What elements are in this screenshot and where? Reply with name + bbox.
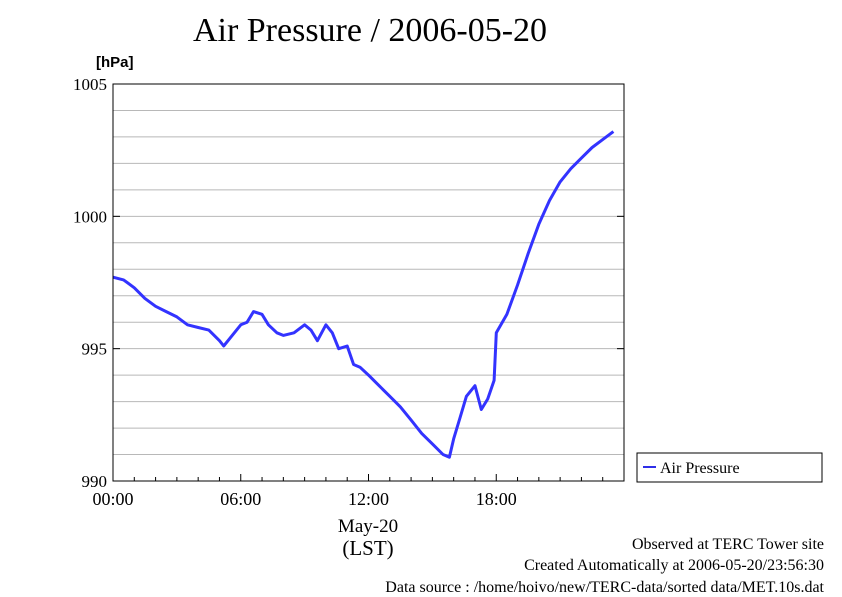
y-tick-label: 1000 — [73, 207, 107, 226]
chart-title: Air Pressure / 2006-05-20 — [192, 12, 548, 49]
x-axis-zone-label: (LST) — [342, 536, 393, 560]
y-tick-label: 995 — [82, 340, 108, 359]
x-tick-label: 18:00 — [476, 489, 517, 509]
y-tick-label: 990 — [82, 472, 108, 491]
legend-label: Air Pressure — [660, 460, 740, 477]
x-tick-label: 12:00 — [348, 489, 389, 509]
plot-frame — [112, 83, 625, 482]
legend: Air Pressure — [636, 452, 823, 483]
footer-created: Created Automatically at 2006-05-20/23:5… — [524, 557, 824, 574]
grid-lines — [113, 109, 624, 456]
footer-source: Data source : /home/hoivo/new/TERC-data/… — [385, 579, 824, 596]
y-tick-label: 1005 — [73, 75, 107, 94]
x-axis-ticks: 00:00 06:00 12:00 18:00 — [92, 474, 604, 509]
x-tick-label: 06:00 — [220, 489, 261, 509]
legend-box — [636, 452, 823, 483]
y-axis-unit-label: [hPa] — [96, 54, 134, 71]
y-axis-ticks: 990 995 1000 1005 — [73, 75, 624, 491]
footer-site: Observed at TERC Tower site — [631, 536, 824, 553]
x-axis-date-label: May-20 — [338, 516, 398, 537]
air-pressure-series-line — [112, 130, 615, 459]
x-tick-label: 00:00 — [92, 489, 133, 509]
